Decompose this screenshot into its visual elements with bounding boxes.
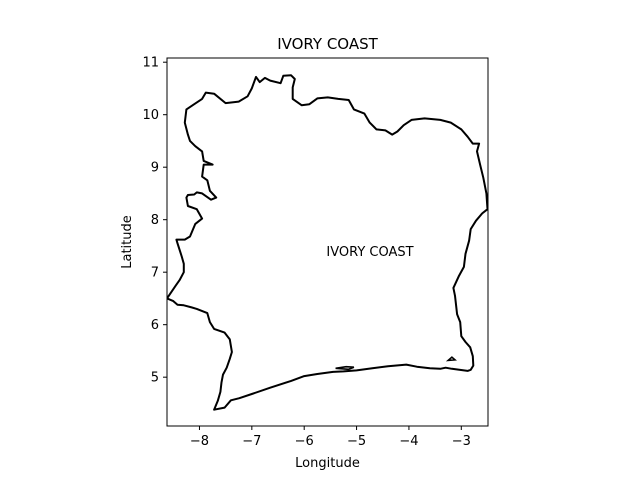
x-tick-label: −6 bbox=[295, 434, 314, 449]
y-tick-label: 10 bbox=[142, 108, 159, 123]
map-title: IVORY COAST bbox=[277, 35, 378, 53]
lagoon-islet-0 bbox=[335, 365, 355, 371]
lagoon-islet-1 bbox=[445, 356, 457, 362]
y-tick-label: 8 bbox=[151, 213, 159, 228]
y-tick-label: 5 bbox=[151, 371, 159, 386]
map-layer bbox=[167, 74, 488, 411]
y-tick-label: 6 bbox=[151, 318, 159, 333]
plot-frame bbox=[166, 57, 489, 427]
x-axis-label: Longitude bbox=[295, 456, 360, 471]
region-label: IVORY COAST bbox=[326, 245, 413, 260]
x-tick-label: −3 bbox=[452, 434, 471, 449]
x-tick-label: −7 bbox=[242, 434, 261, 449]
x-tick-label: −5 bbox=[347, 434, 366, 449]
y-axis-ticks: 5 6 7 8 9 10 11 bbox=[142, 56, 167, 386]
y-tick-label: 7 bbox=[151, 266, 159, 281]
y-tick-label: 11 bbox=[142, 56, 159, 71]
country-boundary bbox=[167, 74, 488, 411]
x-tick-label: −4 bbox=[399, 434, 418, 449]
lagoon-islets bbox=[335, 356, 457, 371]
x-axis-ticks: −8 −7 −6 −5 −4 −3 bbox=[190, 426, 471, 449]
x-tick-label: −8 bbox=[190, 434, 209, 449]
y-axis-label: Latitude bbox=[120, 215, 135, 269]
y-tick-label: 9 bbox=[151, 161, 159, 176]
